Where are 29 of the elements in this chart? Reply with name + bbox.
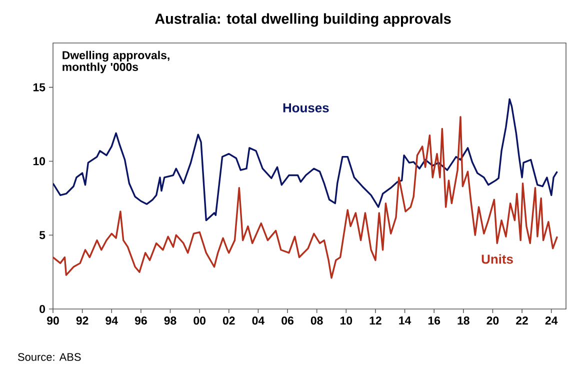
y-tick-label: 10 bbox=[33, 157, 46, 166]
line-series bbox=[53, 116, 558, 279]
x-tick-label: 24 bbox=[545, 316, 558, 325]
source-note: Source: ABS bbox=[18, 353, 81, 361]
y-tick-label: 15 bbox=[33, 83, 46, 92]
x-tick-label: 08 bbox=[310, 316, 323, 325]
series-label: Units bbox=[482, 254, 513, 264]
x-tick-label: 14 bbox=[399, 316, 412, 324]
x-tick-label: 22 bbox=[516, 316, 528, 325]
y-axis-title: Dwelling approvals, monthly '000s bbox=[62, 50, 170, 74]
x-tick-label: 96 bbox=[134, 316, 147, 325]
x-tick-label: 06 bbox=[282, 316, 294, 325]
x-tick-label: 18 bbox=[458, 316, 470, 325]
x-tick-label: 98 bbox=[164, 316, 176, 325]
x-tick-label: 92 bbox=[76, 316, 88, 325]
x-tick-label: 12 bbox=[370, 316, 382, 325]
x-tick-label: 90 bbox=[47, 316, 59, 325]
y-tick-label: 0 bbox=[40, 304, 46, 314]
x-tick-label: 04 bbox=[252, 316, 265, 325]
line-series bbox=[53, 98, 558, 222]
x-tick-label: 94 bbox=[106, 316, 118, 325]
x-tick-label: 20 bbox=[486, 316, 499, 325]
text: Houses bbox=[283, 103, 329, 112]
x-tick-label: 02 bbox=[222, 316, 235, 325]
x-tick-label: 16 bbox=[428, 316, 440, 325]
x-tick-label: 00 bbox=[194, 316, 206, 325]
y-tick-label: 5 bbox=[39, 231, 46, 240]
x-tick-label: 10 bbox=[340, 316, 352, 325]
chart-title: Australia: total dwelling building approvals bbox=[155, 13, 451, 27]
